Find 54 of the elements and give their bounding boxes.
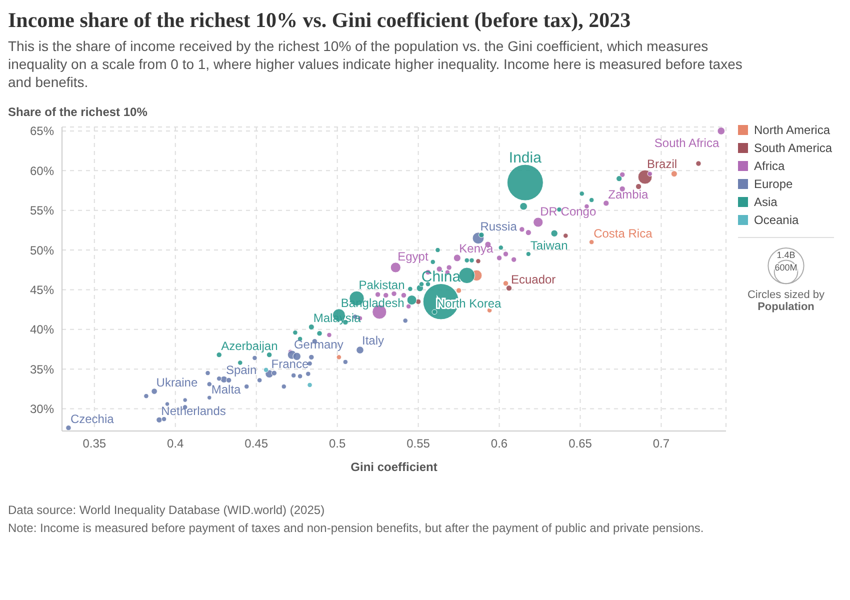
annotation: DR Congo xyxy=(540,204,596,218)
annotation: China xyxy=(421,268,462,286)
y-tick-label: 60% xyxy=(30,164,54,178)
legend-label: Africa xyxy=(753,159,786,173)
annotation: Germany xyxy=(294,337,344,352)
y-axis-title: Share of the richest 10% xyxy=(8,105,148,119)
legend-label: 600M xyxy=(774,262,798,272)
legend-label: North America xyxy=(753,123,832,137)
x-tick-label: 0.6 xyxy=(490,436,508,451)
annotation: Russia xyxy=(480,219,518,234)
y-tick-label: 65% xyxy=(30,124,54,138)
x-tick-label: 0.45 xyxy=(244,436,268,451)
annotation: India xyxy=(508,150,542,167)
annotation: Malta xyxy=(211,382,242,397)
legend-label: South America xyxy=(753,141,834,155)
y-tick-label: 40% xyxy=(30,322,54,337)
legend-label: 1.4B xyxy=(776,250,796,260)
x-tick-label: 0.4 xyxy=(167,436,184,451)
annotation: Ecuador xyxy=(510,272,556,286)
annotation: South Africa xyxy=(654,136,720,150)
chart-subtitle: This is the share of income received by the richest 10% of the population vs. the Gini coefficient, which measures inequality on a scale from 0 to 1, where higher values indicate higher inequality. Income here is measured before taxes and benefits. xyxy=(8,37,744,91)
legend-label: Oceania xyxy=(753,213,800,227)
legend-label: Europe xyxy=(753,177,794,191)
chart-title: Income share of the richest 10% vs. Gini coefficient (before tax), 2023 xyxy=(8,8,632,33)
annotation: Spain xyxy=(226,363,257,378)
annotation: Costa Rica xyxy=(594,226,653,241)
x-tick-label: 0.35 xyxy=(82,436,106,451)
x-tick-label: 0.5 xyxy=(328,436,346,451)
annotation: France xyxy=(271,356,309,371)
annotation: Czechia xyxy=(70,412,114,426)
annotation: Pakistan xyxy=(358,278,405,292)
annotation: Italy xyxy=(362,333,384,348)
annotation: Zambia xyxy=(608,187,648,202)
legend-label: Asia xyxy=(753,195,778,209)
annotation: Netherlands xyxy=(161,404,226,418)
y-tick-label: 30% xyxy=(30,402,54,416)
text: Note: Income is measured before payment of taxes and non-pension benefits, but after the payment of public and private pensions. xyxy=(8,521,705,535)
y-tick-label: 50% xyxy=(30,243,54,258)
annotation: Brazil xyxy=(647,157,678,172)
annotation: Azerbaijan xyxy=(221,339,278,354)
x-tick-label: 0.55 xyxy=(406,436,430,451)
y-tick-label: 35% xyxy=(30,362,54,376)
text: Population xyxy=(756,300,816,313)
y-tick-label: 55% xyxy=(30,204,54,218)
annotation: Kenya xyxy=(459,241,494,256)
annotation: Egypt xyxy=(398,249,429,264)
annotation: Ukraine xyxy=(156,375,198,390)
annotation: Taiwan xyxy=(530,238,568,253)
text: Circles sized by xyxy=(746,288,826,301)
x-tick-label: 0.65 xyxy=(568,436,592,451)
x-axis-title: Gini coefficient xyxy=(350,460,438,474)
y-tick-label: 45% xyxy=(30,282,54,297)
x-tick-label: 0.7 xyxy=(652,436,670,451)
source-note: Data source: World Inequality Database (WID.world) (2025) xyxy=(8,503,326,517)
